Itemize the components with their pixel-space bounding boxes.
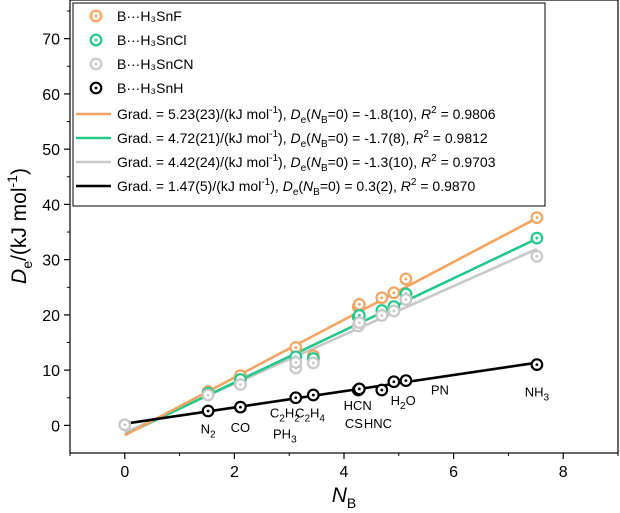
legend-fit-label: Grad. = 1.47(5)/(kJ mol-1), De(NB=0) = 0… [117, 177, 475, 198]
data-point [375, 383, 389, 397]
legend-marker-entry: B···H₃SnCN [89, 56, 193, 72]
molecule-label: C2H4 [295, 406, 325, 425]
data-point [118, 418, 132, 432]
data-point [530, 231, 544, 245]
legend-fit-entry: Grad. = 5.23(23)/(kJ mol-1), De(NB=0) = … [76, 105, 496, 126]
fit-lines [124, 216, 538, 437]
data-point [289, 356, 303, 369]
legend-fit-entry: Grad. = 4.72(21)/(kJ mol-1), De(NB=0) = … [76, 129, 488, 150]
legend-fit-label: Grad. = 4.42(24)/(kJ mol-1), De(NB=0) = … [117, 153, 496, 174]
data-point [234, 400, 247, 414]
legend-fit-entry: Grad. = 4.42(24)/(kJ mol-1), De(NB=0) = … [76, 153, 496, 174]
data-point [530, 211, 544, 225]
data-point [375, 291, 389, 305]
legend-series-label: B···H₃SnF [117, 8, 182, 24]
molecule-label: H2O [391, 393, 416, 412]
data-point [234, 378, 247, 391]
data-point [306, 388, 320, 402]
molecule-label: HNC [364, 416, 392, 431]
y-tick-label: 20 [42, 308, 60, 325]
legend-marker-entry: B···H₃SnF [89, 8, 182, 24]
molecule-label: PN [431, 382, 449, 397]
data-point [352, 316, 366, 330]
y-axis-title: De/(kJ mol-1) [4, 168, 35, 284]
x-tick-label: 2 [230, 464, 239, 481]
fit-line [124, 237, 538, 436]
data-point [375, 309, 389, 322]
data-point [387, 304, 401, 318]
data-point [201, 404, 215, 418]
y-tick-label: 10 [42, 363, 60, 380]
legend-marker-entry: B···H₃SnCl [89, 32, 186, 48]
legend: B···H₃SnF B···H₃SnCl B···H₃SnCN B···H₃SnH Gr… [72, 2, 546, 207]
x-tick-label: 6 [449, 464, 458, 481]
legend-series-label: B···H₃SnCl [117, 32, 186, 48]
legend-fit-label: Grad. = 5.23(23)/(kJ mol-1), De(NB=0) = … [117, 105, 496, 126]
x-tick-label: 8 [559, 464, 568, 481]
y-tick-label: 70 [42, 32, 60, 49]
data-point [352, 382, 366, 396]
data-point [399, 293, 413, 306]
data-point [387, 286, 401, 300]
data-point [399, 272, 413, 286]
molecule-label: CO [231, 420, 251, 435]
y-tick-label: 60 [42, 87, 60, 104]
y-tick-label: 40 [42, 197, 60, 214]
legend-marker-entry: B···H₃SnH [89, 80, 183, 96]
molecule-label: CS [345, 416, 363, 431]
data-point [387, 375, 401, 389]
molecule-label: N2 [201, 422, 216, 441]
molecule-label: C2H2 [270, 406, 300, 425]
data-point [530, 249, 544, 263]
x-tick-label: 0 [120, 464, 129, 481]
data-point [306, 356, 320, 370]
molecule-label: PH3 [273, 427, 297, 446]
legend-fit-entry: Grad. = 1.47(5)/(kJ mol-1), De(NB=0) = 0… [76, 177, 475, 198]
y-tick-label: 30 [42, 253, 60, 270]
legend-series-label: B···H₃SnH [117, 80, 183, 96]
molecule-annotations: N2 CO C2H2 PH3 C2H4 HCN CS HNC H2O PN NH3 [201, 382, 550, 445]
fit-line [124, 216, 538, 437]
data-point [530, 358, 544, 372]
y-tick-label: 50 [42, 142, 60, 159]
data-point [399, 374, 413, 388]
y-tick-label: 0 [51, 418, 60, 435]
axes: 0 2 4 6 8 0 10 20 30 40 50 60 70 [42, 10, 619, 481]
legend-series-label: B···H₃SnCN [117, 56, 193, 72]
data-point [289, 391, 303, 405]
data-point [201, 388, 215, 402]
data-point [352, 297, 366, 311]
x-tick-label: 4 [340, 464, 349, 481]
molecule-label: NH3 [525, 385, 550, 404]
legend-fit-label: Grad. = 4.72(21)/(kJ mol-1), De(NB=0) = … [117, 129, 488, 150]
molecule-label: HCN [344, 398, 372, 413]
legend-box [72, 2, 546, 207]
x-axis-title: NB [332, 484, 357, 511]
fit-line [127, 361, 538, 425]
data-points [118, 211, 544, 432]
